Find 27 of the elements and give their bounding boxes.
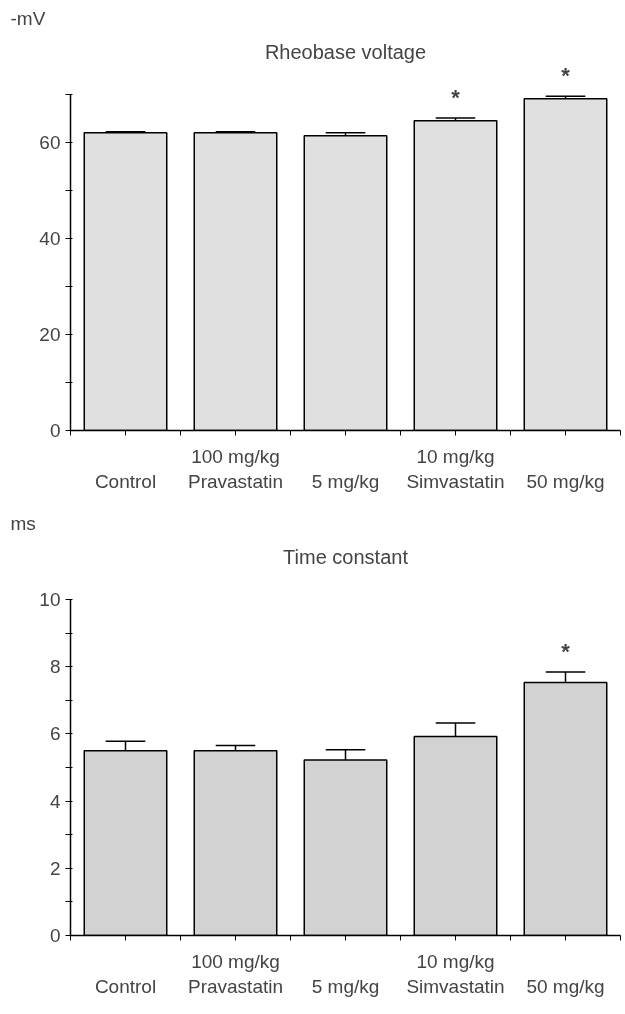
y-tick-label: 40 bbox=[39, 227, 61, 249]
x-tick-label: 50 mg/kg bbox=[526, 975, 605, 997]
x-tick-label: 5 mg/kg bbox=[311, 975, 380, 997]
x-tick-label: 10 mg/kg Simvastatin bbox=[406, 950, 505, 997]
x-tick-label: Control bbox=[94, 470, 157, 492]
y-tick-label: 6 bbox=[49, 723, 61, 745]
y-tick-label: 4 bbox=[49, 790, 61, 812]
x-tick-label: 100 mg/kg Pravastatin bbox=[187, 445, 284, 492]
y-axis-title: -mV bbox=[10, 7, 46, 29]
data-label: * bbox=[451, 84, 461, 110]
y-tick-label: 2 bbox=[49, 857, 61, 879]
y-tick-label: 10 bbox=[39, 588, 61, 610]
x-tick-label: 10 mg/kg Simvastatin bbox=[406, 445, 505, 492]
chart-title: Time constant bbox=[283, 545, 409, 568]
chart-title: Rheobase voltage bbox=[264, 40, 427, 63]
y-tick-label: 20 bbox=[39, 323, 61, 345]
x-tick-label: 100 mg/kg Pravastatin bbox=[187, 950, 284, 997]
x-tick-label: 5 mg/kg bbox=[311, 470, 380, 492]
data-label: * bbox=[561, 63, 571, 89]
x-tick-label: 50 mg/kg bbox=[526, 470, 605, 492]
y-tick-label: 60 bbox=[39, 131, 61, 153]
x-tick-label: Control bbox=[94, 975, 157, 997]
data-label: * bbox=[561, 638, 571, 664]
y-tick-label: 8 bbox=[49, 656, 61, 678]
y-tick-label: 0 bbox=[49, 420, 61, 441]
y-axis-title: ms bbox=[10, 512, 36, 534]
y-tick-label: 0 bbox=[49, 925, 61, 946]
